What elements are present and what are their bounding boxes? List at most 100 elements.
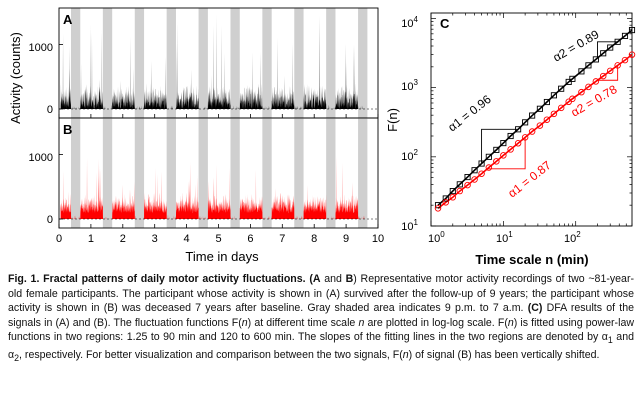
point-black (485, 153, 492, 160)
point-black (456, 181, 463, 188)
triangle-alpha2-black (597, 41, 618, 59)
xtick-label-3: 3 (152, 233, 158, 245)
xtick-label-9: 9 (343, 233, 349, 245)
point-red (485, 164, 493, 171)
night-shade-1 (102, 118, 113, 228)
point-red (592, 78, 600, 85)
point-black (507, 132, 514, 140)
panel-a-ytick-0: 0 (47, 104, 53, 116)
point-red (628, 51, 636, 58)
point-black (536, 105, 543, 112)
caption-title: Fig. 1. Fractal patterns of daily motor … (8, 273, 306, 285)
night-shade-2 (134, 118, 145, 228)
caption-sB: B (345, 273, 354, 285)
caption-text-2: survived after the follow-up of 9 years;… (8, 287, 634, 315)
point-black (471, 167, 478, 174)
caption-ref-b: (B) (103, 302, 118, 315)
alpha2-red-label: α2 = 0.78 (569, 82, 620, 120)
point-red (543, 116, 551, 123)
point-red (449, 194, 457, 201)
caption-close: ) (353, 273, 357, 285)
caption-and-2: and (69, 316, 94, 329)
caption-text-1: Representative motor activity recordings… (8, 273, 635, 300)
panel-b-label: B (63, 122, 72, 137)
point-black (493, 146, 500, 153)
panel-c-xtick-1e1: 101 (496, 230, 513, 245)
night-shade-5 (230, 118, 240, 228)
caption-n-1: n (241, 316, 248, 329)
alpha1-red-label: α1 = 0.87 (505, 158, 554, 200)
panel-a: A 1000 0 (29, 7, 379, 119)
triangle-alpha1-black (481, 128, 519, 164)
caption-sub-2: 2 (14, 353, 20, 364)
panel-c-ticks (430, 13, 633, 227)
caption-and: and (320, 273, 346, 285)
panel-a-label: A (63, 12, 73, 27)
point-black (578, 68, 585, 75)
panel-c-ylabel: F(n) (385, 108, 400, 132)
point-red (507, 146, 514, 153)
panel-a-activity-signal (60, 13, 366, 110)
panel-b-ticks (58, 154, 379, 228)
panel-b-ytick-1000: 1000 (29, 152, 53, 164)
point-black (565, 78, 572, 85)
night-shade-7 (294, 8, 304, 118)
night-shade-0 (70, 118, 81, 228)
panel-b-activity-signal (60, 155, 366, 219)
alpha1-black-label: α1 = 0.96 (445, 92, 494, 134)
fit-line-0 (437, 29, 633, 206)
point-red (471, 176, 478, 183)
panel-a-ytick-1000: 1000 (29, 42, 53, 54)
night-shade-9 (358, 8, 368, 118)
point-red (442, 199, 450, 206)
xtick-label-8: 8 (311, 233, 317, 245)
point-black (592, 56, 599, 63)
point-red (557, 104, 565, 112)
point-red (536, 122, 544, 129)
panel-a-ticks (58, 44, 379, 118)
panel-c-slope-triangles (481, 41, 619, 170)
panel-b: B 1000 0 (29, 117, 379, 229)
night-shade-0 (70, 8, 81, 118)
xtick-label-6: 6 (247, 233, 253, 245)
point-red (456, 187, 464, 195)
point-black (442, 195, 449, 202)
point-red (478, 170, 485, 177)
point-red (464, 181, 471, 189)
xtick-label-1: 1 (88, 233, 94, 245)
caption-sub-1: 1 (607, 335, 613, 346)
point-red (434, 205, 442, 212)
panel-c-label: C (440, 16, 450, 31)
night-shade-2 (134, 8, 145, 118)
point-red (569, 95, 576, 103)
caption-text-5: . The fluctuation functions F( (107, 316, 242, 329)
night-shade-6 (262, 8, 272, 118)
panel-c-ytick-1e2: 102 (401, 148, 418, 163)
point-black (449, 188, 456, 195)
point-black (607, 44, 614, 51)
triangle-alpha2-red (597, 64, 619, 81)
panel-c-ytick-1e4: 104 (401, 15, 418, 30)
point-black (550, 92, 557, 99)
point-red (621, 56, 629, 64)
caption-ref-b2: (B) (93, 316, 108, 329)
caption-text-3: was deceased 7 years after baseline. Gra… (117, 302, 528, 315)
night-shade-4 (198, 8, 208, 118)
figure-caption: Fig. 1. Fractal patterns of daily motor … (8, 272, 634, 366)
panel-c: C 104 103 102 101 100 101 102 F(n) Time … (385, 12, 636, 267)
point-red (578, 88, 585, 96)
caption-n-4: n (402, 349, 409, 362)
point-black (529, 112, 536, 119)
xtick-label-0: 0 (56, 233, 62, 245)
night-shade-8 (326, 118, 336, 228)
caption-n-3: n (507, 316, 514, 329)
point-black (558, 85, 565, 92)
caption-text-11: ) of signal (B) has been vertically shif… (408, 349, 600, 362)
alpha2-black-label: α2 = 0.89 (551, 27, 602, 65)
panel-c-points (434, 27, 636, 212)
caption-text-9: and α (8, 331, 634, 362)
panel-c-xtick-1e0: 100 (428, 230, 445, 245)
point-red (606, 67, 614, 75)
panel-c-frame (430, 12, 633, 227)
